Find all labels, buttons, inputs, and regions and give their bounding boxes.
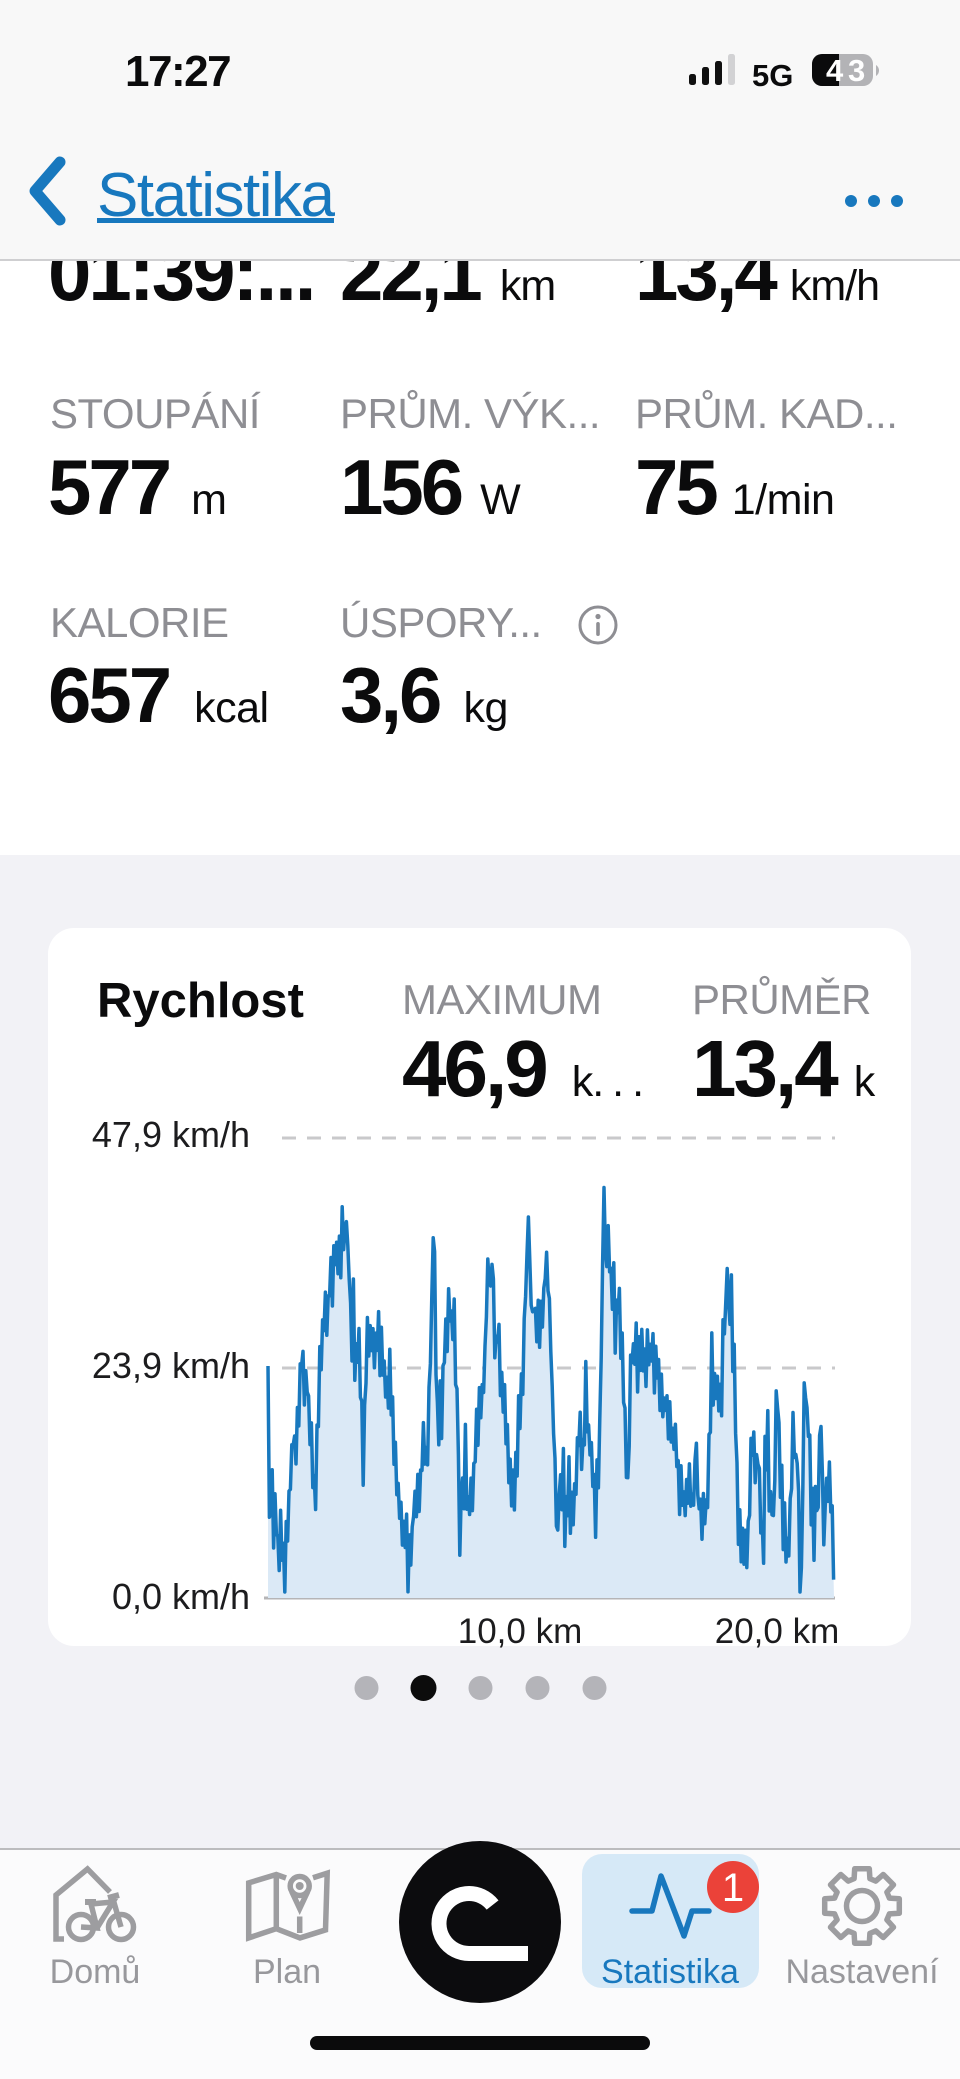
svg-text:1: 1 [722, 1866, 744, 1910]
svg-text:3: 3 [848, 53, 865, 88]
svg-text:4: 4 [826, 53, 844, 88]
